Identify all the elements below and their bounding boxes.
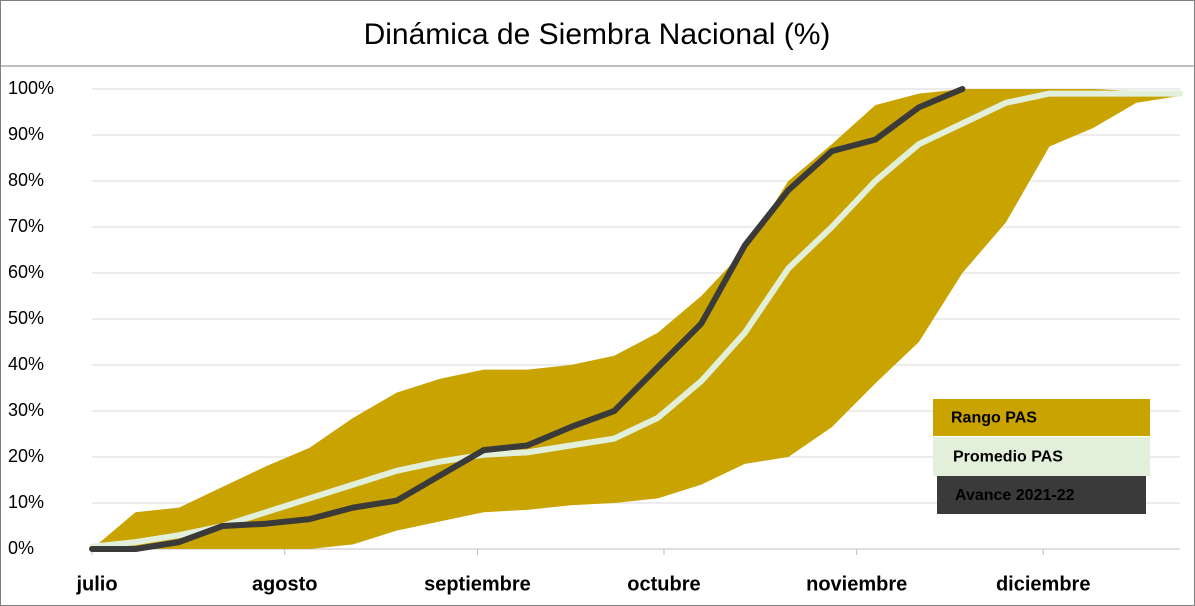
- y-tick-label: 60%: [8, 262, 44, 282]
- y-tick-label: 40%: [8, 354, 44, 374]
- y-tick-label: 90%: [8, 124, 44, 144]
- x-tick-label: diciembre: [996, 573, 1090, 595]
- y-tick-label: 100%: [8, 78, 54, 98]
- y-tick-label: 20%: [8, 446, 44, 466]
- y-tick-label: 30%: [8, 400, 44, 420]
- y-tick-label: 50%: [8, 308, 44, 328]
- x-tick-label: octubre: [627, 573, 700, 595]
- y-tick-label: 0%: [8, 538, 34, 558]
- legend-label: Avance 2021-22: [955, 487, 1075, 504]
- legend-label: Rango PAS: [951, 410, 1037, 427]
- series-line: [89, 86, 966, 552]
- x-tick-label: agosto: [252, 573, 318, 595]
- legend-label: Promedio PAS: [953, 449, 1063, 466]
- y-tick-label: 80%: [8, 170, 44, 190]
- y-tick-label: 10%: [8, 492, 44, 512]
- legend-swatch: [937, 476, 1146, 514]
- x-tick-label: noviembre: [806, 573, 907, 595]
- legend-swatch: [933, 399, 1150, 436]
- chart-title: Dinámica de Siembra Nacional (%): [364, 18, 831, 51]
- x-tick-label: julio: [75, 573, 117, 595]
- x-tick-label: septiembre: [424, 573, 531, 595]
- y-tick-label: 70%: [8, 216, 44, 236]
- range-area: [92, 89, 1180, 549]
- series-line: [89, 90, 1183, 550]
- legend-swatch: [933, 437, 1150, 476]
